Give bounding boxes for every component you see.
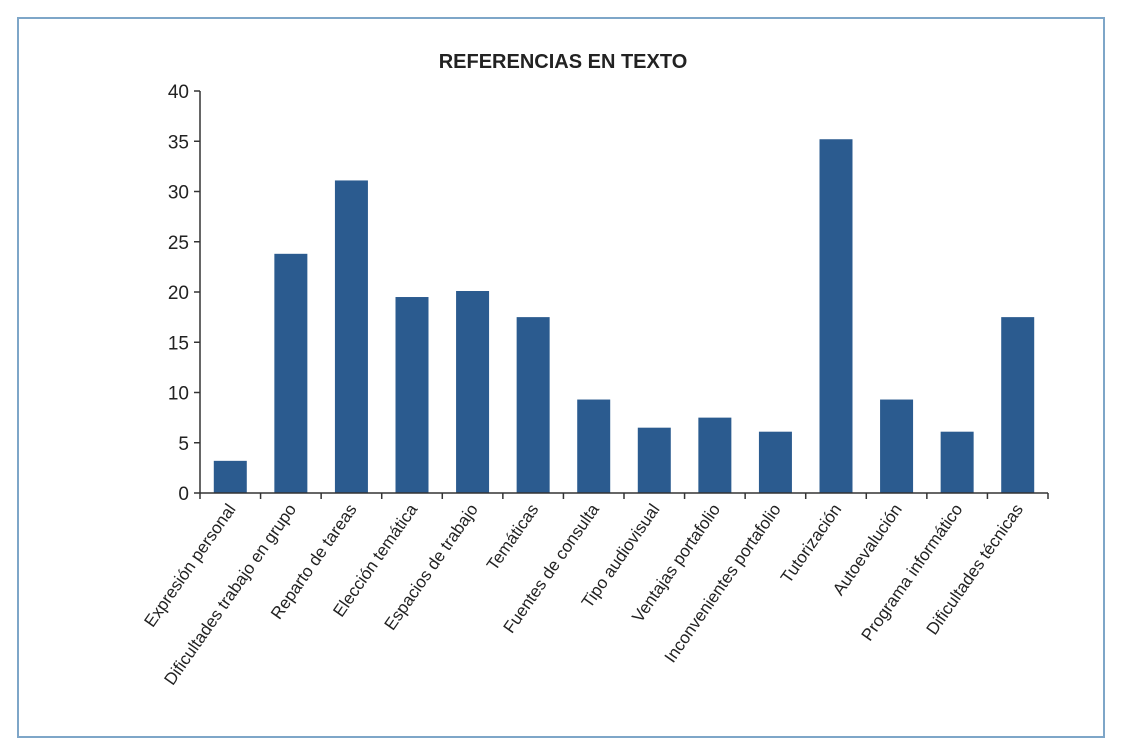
bar xyxy=(213,460,247,493)
bar xyxy=(940,431,974,493)
bar xyxy=(395,297,429,493)
bar xyxy=(456,290,490,493)
bar xyxy=(758,431,792,493)
y-tick-label: 15 xyxy=(168,333,189,354)
x-category-label: Tutorización xyxy=(777,500,845,586)
y-axis: 0 5 10 15 20 25 30 35 40 xyxy=(168,82,201,505)
bar xyxy=(1001,317,1035,493)
chart-frame xyxy=(17,17,1105,738)
bar xyxy=(274,253,308,493)
y-tick-label: 10 xyxy=(168,384,189,405)
chart-title: REFERENCIAS EN TEXTO xyxy=(439,51,688,73)
x-category-label: Temáticas xyxy=(483,500,542,574)
y-tick-label: 30 xyxy=(168,183,189,204)
y-tick-label: 0 xyxy=(178,484,189,505)
y-tick-label: 25 xyxy=(168,233,189,254)
y-tick-label: 20 xyxy=(168,283,189,304)
bar xyxy=(577,399,611,493)
bars xyxy=(213,139,1035,494)
y-tick-label: 5 xyxy=(178,434,189,455)
bar xyxy=(334,180,368,493)
x-category-label: Inconvenientes portafolio xyxy=(661,500,785,666)
bar xyxy=(637,427,671,493)
y-tick-label: 40 xyxy=(168,82,189,103)
bar xyxy=(880,399,914,493)
bar xyxy=(516,317,550,493)
bar xyxy=(698,417,732,493)
y-tick-label: 35 xyxy=(168,132,189,153)
bar xyxy=(819,139,853,494)
